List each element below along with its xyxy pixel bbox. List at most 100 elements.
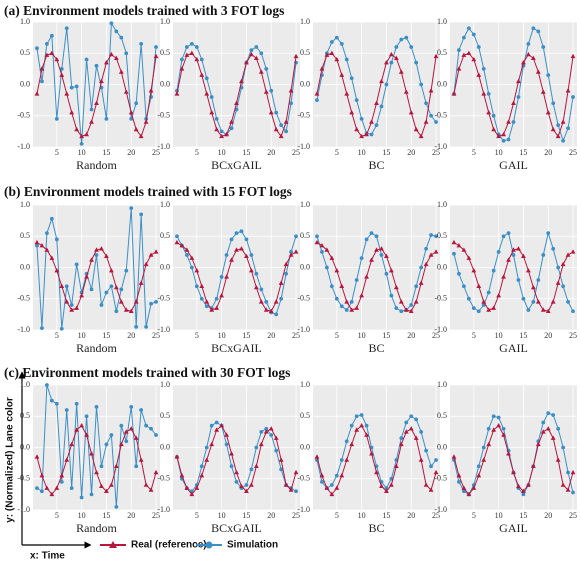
sim-point [254, 271, 259, 276]
sim-point [414, 284, 419, 289]
x-tick-label: 15 [102, 331, 110, 340]
sim-point [109, 284, 114, 289]
real-point [560, 261, 566, 267]
real-point [34, 239, 40, 245]
real-point [214, 305, 220, 310]
real-point [535, 69, 541, 74]
real-point [408, 110, 414, 115]
real-point [530, 284, 536, 290]
real-point [69, 307, 75, 312]
real-point [570, 249, 576, 254]
sim-point [149, 301, 153, 306]
real-point [403, 307, 409, 312]
y-tick-label: 0.0 [437, 79, 447, 88]
sim-point [89, 492, 94, 497]
real-point [413, 435, 419, 440]
sim-point [334, 473, 339, 478]
sim-point [409, 414, 414, 419]
sim-point [506, 231, 511, 236]
real-point [456, 473, 462, 478]
sim-point [571, 95, 575, 99]
real-point [138, 133, 144, 139]
real-point [79, 423, 85, 428]
x-tick-label: 25 [292, 148, 300, 157]
sim-point [457, 479, 461, 484]
x-tick-label: 5 [472, 331, 476, 340]
real-point [423, 261, 429, 267]
x-tick-label: 5 [472, 511, 476, 520]
real-point [570, 469, 576, 475]
x-tick-label: 5 [335, 511, 339, 520]
real-point [153, 53, 159, 59]
y-tick-label: -1.0 [297, 142, 310, 151]
real-point [359, 133, 365, 139]
sim-point [379, 253, 384, 257]
y-tick-label: -0.5 [297, 294, 310, 303]
x-tick-label: 10 [78, 511, 86, 520]
real-point [530, 463, 536, 469]
sim-point [551, 101, 556, 106]
real-point [516, 246, 521, 251]
real-point [451, 454, 457, 459]
sim-point [501, 426, 506, 431]
sim-point [419, 265, 424, 270]
real-point [456, 66, 462, 71]
sim-point [289, 249, 293, 254]
sim-point [344, 308, 349, 312]
real-point [174, 239, 180, 245]
sim-point [561, 445, 566, 450]
sim-point [476, 464, 481, 469]
sim-point [461, 35, 466, 40]
subplot-label: Random [76, 521, 117, 535]
real-point [189, 50, 195, 56]
sim-point [476, 45, 481, 49]
real-point [525, 482, 531, 487]
real-point [388, 51, 394, 57]
sim-point [481, 66, 486, 71]
real-point [79, 133, 85, 139]
real-point [268, 308, 274, 314]
sim-point [64, 26, 69, 31]
sim-point [64, 284, 69, 289]
real-point [214, 126, 220, 132]
y-tick-label: 1.0 [437, 17, 447, 26]
sim-point [284, 129, 289, 134]
subplot-label: BC [368, 158, 384, 172]
sim-point [434, 234, 438, 239]
real-point [501, 131, 506, 137]
sim-point [486, 91, 491, 96]
sim-point [389, 60, 394, 65]
y-tick-label: -0.5 [297, 111, 310, 120]
real-point [148, 88, 154, 93]
x-tick-label: 10 [218, 331, 226, 340]
real-point [379, 483, 384, 489]
subplot-label: GAIL [499, 521, 528, 535]
sim-point [54, 116, 59, 121]
real-point [84, 274, 89, 279]
real-point [491, 126, 497, 132]
real-point [516, 483, 521, 489]
real-point [506, 451, 511, 456]
sim-point [84, 414, 89, 419]
y-tick-label: -0.5 [157, 294, 170, 303]
real-point [189, 255, 195, 260]
sim-point [74, 401, 79, 406]
real-point [199, 283, 205, 289]
sim-point [35, 486, 39, 491]
real-point [219, 133, 225, 139]
sim-point [35, 243, 39, 248]
real-point [104, 488, 109, 494]
sim-point [279, 467, 284, 472]
real-point [184, 485, 190, 490]
real-point [481, 457, 487, 462]
x-axis-label: x: Time [30, 551, 65, 562]
sim-point [264, 426, 269, 431]
sim-point [344, 439, 349, 444]
sim-point [466, 296, 471, 301]
real-point [199, 473, 205, 478]
x-tick-label: 15 [242, 148, 250, 157]
real-point [545, 308, 551, 314]
y-tick-label: -0.5 [157, 111, 170, 120]
sim-point [99, 464, 104, 469]
sim-point [199, 464, 204, 469]
